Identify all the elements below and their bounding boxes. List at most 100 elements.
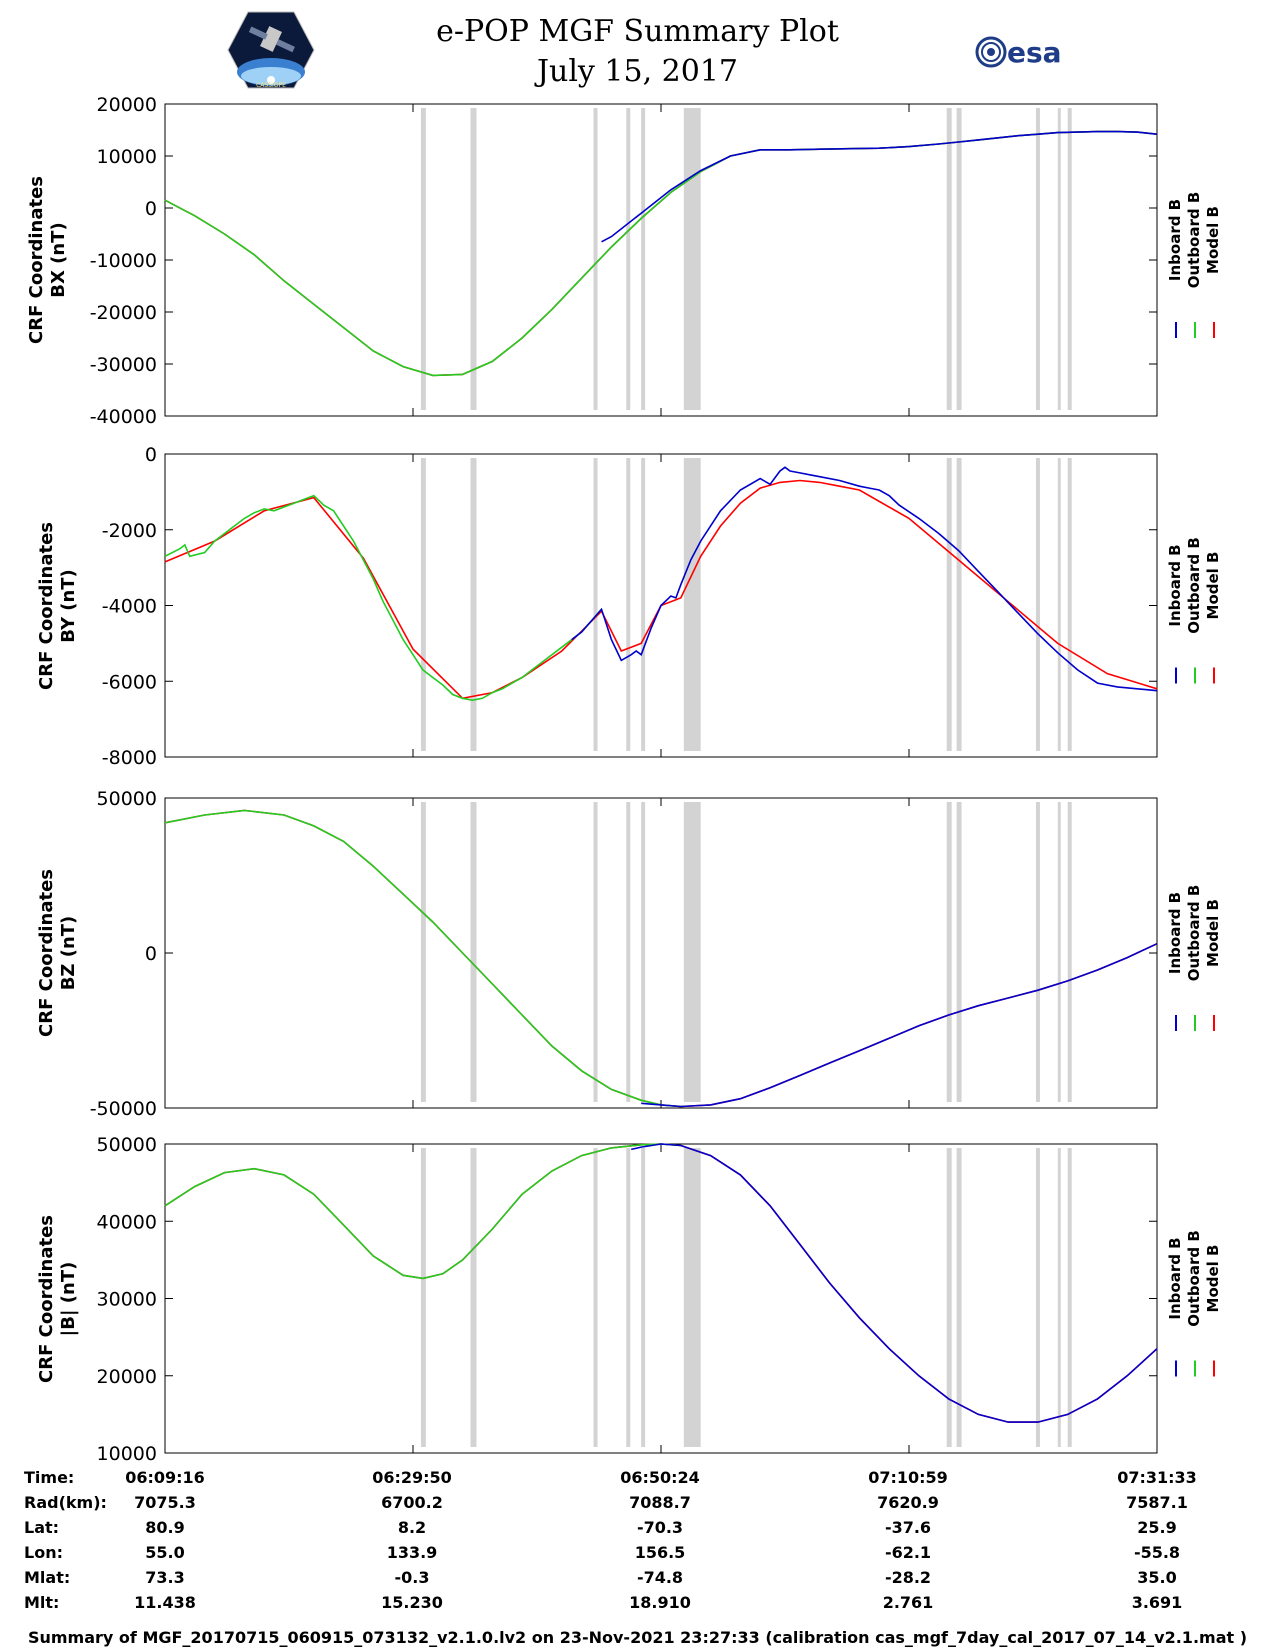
data-gap-band xyxy=(1035,108,1040,410)
data-gap-band xyxy=(641,802,646,1102)
y-tick-label: 20000 xyxy=(97,94,157,116)
data-gap-band xyxy=(470,458,477,751)
y-axis-label-line1: CRF Coordinates xyxy=(36,521,57,690)
series-line-outboard-b xyxy=(164,494,603,702)
data-gap-band xyxy=(946,458,952,751)
orbit-value: 73.3 xyxy=(145,1568,185,1587)
orbit-row-label: Mlt: xyxy=(24,1593,60,1612)
y-axis-label-line2: BZ (nT) xyxy=(58,915,79,991)
orbit-value: 7587.1 xyxy=(1126,1493,1188,1512)
series-line-inboard-b xyxy=(631,1143,1158,1423)
series-line-inboard-b xyxy=(641,942,1158,1108)
data-gap-band xyxy=(683,1148,701,1447)
panel-3: 50000 0 -50000 Inboard B Outboard B Model B xyxy=(90,788,1222,1120)
orbit-value: 7088.7 xyxy=(629,1493,691,1512)
plot-frame xyxy=(164,1143,1158,1454)
y-tick-label: -4000 xyxy=(102,596,157,618)
legend-label: Outboard B xyxy=(1185,885,1203,982)
orbit-value: 7620.9 xyxy=(877,1493,939,1512)
data-gap-band xyxy=(593,802,598,1102)
y-tick-label: -30000 xyxy=(90,354,157,376)
plot-frame xyxy=(164,797,1158,1109)
series-line-model-b xyxy=(164,1143,1158,1423)
data-gap-band xyxy=(420,458,426,751)
y-tick-label: -8000 xyxy=(102,747,157,769)
y-tick-label: -6000 xyxy=(102,671,157,693)
legend-label: Outboard B xyxy=(1185,1230,1203,1327)
y-tick-label: -50000 xyxy=(90,1098,157,1120)
data-gap-band xyxy=(593,458,598,751)
orbit-value: -55.8 xyxy=(1133,1543,1181,1562)
series-line-outboard-b xyxy=(164,809,681,1108)
legend-label: Outboard B xyxy=(1185,537,1203,634)
legend-label: Outboard B xyxy=(1185,192,1203,289)
orbit-value: 133.9 xyxy=(386,1543,438,1562)
orbit-value: 18.910 xyxy=(629,1593,691,1612)
y-axis-label-line1: CRF Coordinates xyxy=(36,1214,57,1383)
data-gap-band xyxy=(1057,108,1061,410)
orbit-value: -37.6 xyxy=(884,1518,932,1537)
orbit-value: 06:50:24 xyxy=(620,1468,700,1487)
orbit-row-label: Lon: xyxy=(24,1543,63,1562)
data-gap-band xyxy=(1035,458,1040,751)
orbit-value: 2.761 xyxy=(882,1593,934,1612)
legend-label: Model B xyxy=(1204,1245,1222,1313)
esa-logo-text: esa xyxy=(1007,36,1062,69)
data-gap-band xyxy=(946,108,952,410)
plot-frame xyxy=(164,103,1158,417)
orbit-value: -62.1 xyxy=(884,1543,932,1562)
orbit-value: 7075.3 xyxy=(134,1493,196,1512)
data-gap-band xyxy=(593,108,598,410)
orbit-value: 07:10:59 xyxy=(868,1468,948,1487)
orbit-value: 35.0 xyxy=(1137,1568,1177,1587)
series-line-model-b xyxy=(164,809,1158,1108)
y-axis-label: CRF Coordinates BX (nT) xyxy=(26,160,70,360)
orbit-value: 06:09:16 xyxy=(125,1468,205,1487)
orbit-value: 55.0 xyxy=(145,1543,185,1562)
orbit-value: 11.438 xyxy=(134,1593,196,1612)
data-gap-band xyxy=(1067,108,1072,410)
data-gap-band xyxy=(1057,1148,1061,1447)
series-line-outboard-b xyxy=(164,130,1158,377)
data-gap-band xyxy=(420,802,426,1102)
data-gap-band xyxy=(1067,458,1072,751)
panel-2: 0 -2000 -4000 -6000 -8000 Inboard B Outboard B… xyxy=(102,444,1222,769)
orbit-value: 80.9 xyxy=(145,1518,185,1537)
legend-label: Inboard B xyxy=(1166,199,1184,281)
data-gap-band xyxy=(1035,1148,1040,1447)
data-gap-band xyxy=(470,108,477,410)
y-tick-label: 0 xyxy=(145,943,157,965)
y-tick-label: -40000 xyxy=(90,406,157,428)
data-gap-band xyxy=(641,1148,646,1447)
data-gap-band xyxy=(946,1148,952,1447)
y-tick-label: 20000 xyxy=(97,1366,157,1388)
y-axis-label: CRF Coordinates BY (nT) xyxy=(36,506,80,706)
data-gap-band xyxy=(683,108,701,410)
data-gap-band xyxy=(420,1148,426,1447)
orbit-value: -70.3 xyxy=(636,1518,684,1537)
data-gap-band xyxy=(1035,802,1040,1102)
y-tick-label: -2000 xyxy=(102,520,157,542)
legend-label: Inboard B xyxy=(1166,892,1184,974)
data-gap-band xyxy=(1067,802,1072,1102)
footer-caption: Summary of MGF_20170715_060915_073132_v2… xyxy=(27,1628,1248,1647)
orbit-value: -0.3 xyxy=(394,1568,430,1587)
y-tick-label: 50000 xyxy=(97,788,157,810)
y-tick-label: -20000 xyxy=(90,302,157,324)
orbit-value: 8.2 xyxy=(397,1518,427,1537)
legend-label: Model B xyxy=(1204,552,1222,620)
y-axis-label: CRF Coordinates BZ (nT) xyxy=(36,853,80,1053)
orbit-value: -74.8 xyxy=(636,1568,684,1587)
y-axis-label-line2: |B| (nT) xyxy=(58,1261,79,1336)
orbit-row-label: Time: xyxy=(24,1468,75,1487)
series-line-outboard-b xyxy=(164,1143,681,1280)
orbit-value: 15.230 xyxy=(381,1593,443,1612)
data-gap-band xyxy=(470,802,477,1102)
y-tick-label: -10000 xyxy=(90,250,157,272)
series-line-model-b xyxy=(164,479,1158,700)
y-tick-label: 30000 xyxy=(97,1289,157,1311)
plot-title: e-POP MGF Summary Plot xyxy=(436,14,839,49)
data-gap-band xyxy=(956,1148,962,1447)
y-tick-label: 0 xyxy=(145,198,157,220)
data-gap-band xyxy=(593,1148,598,1447)
